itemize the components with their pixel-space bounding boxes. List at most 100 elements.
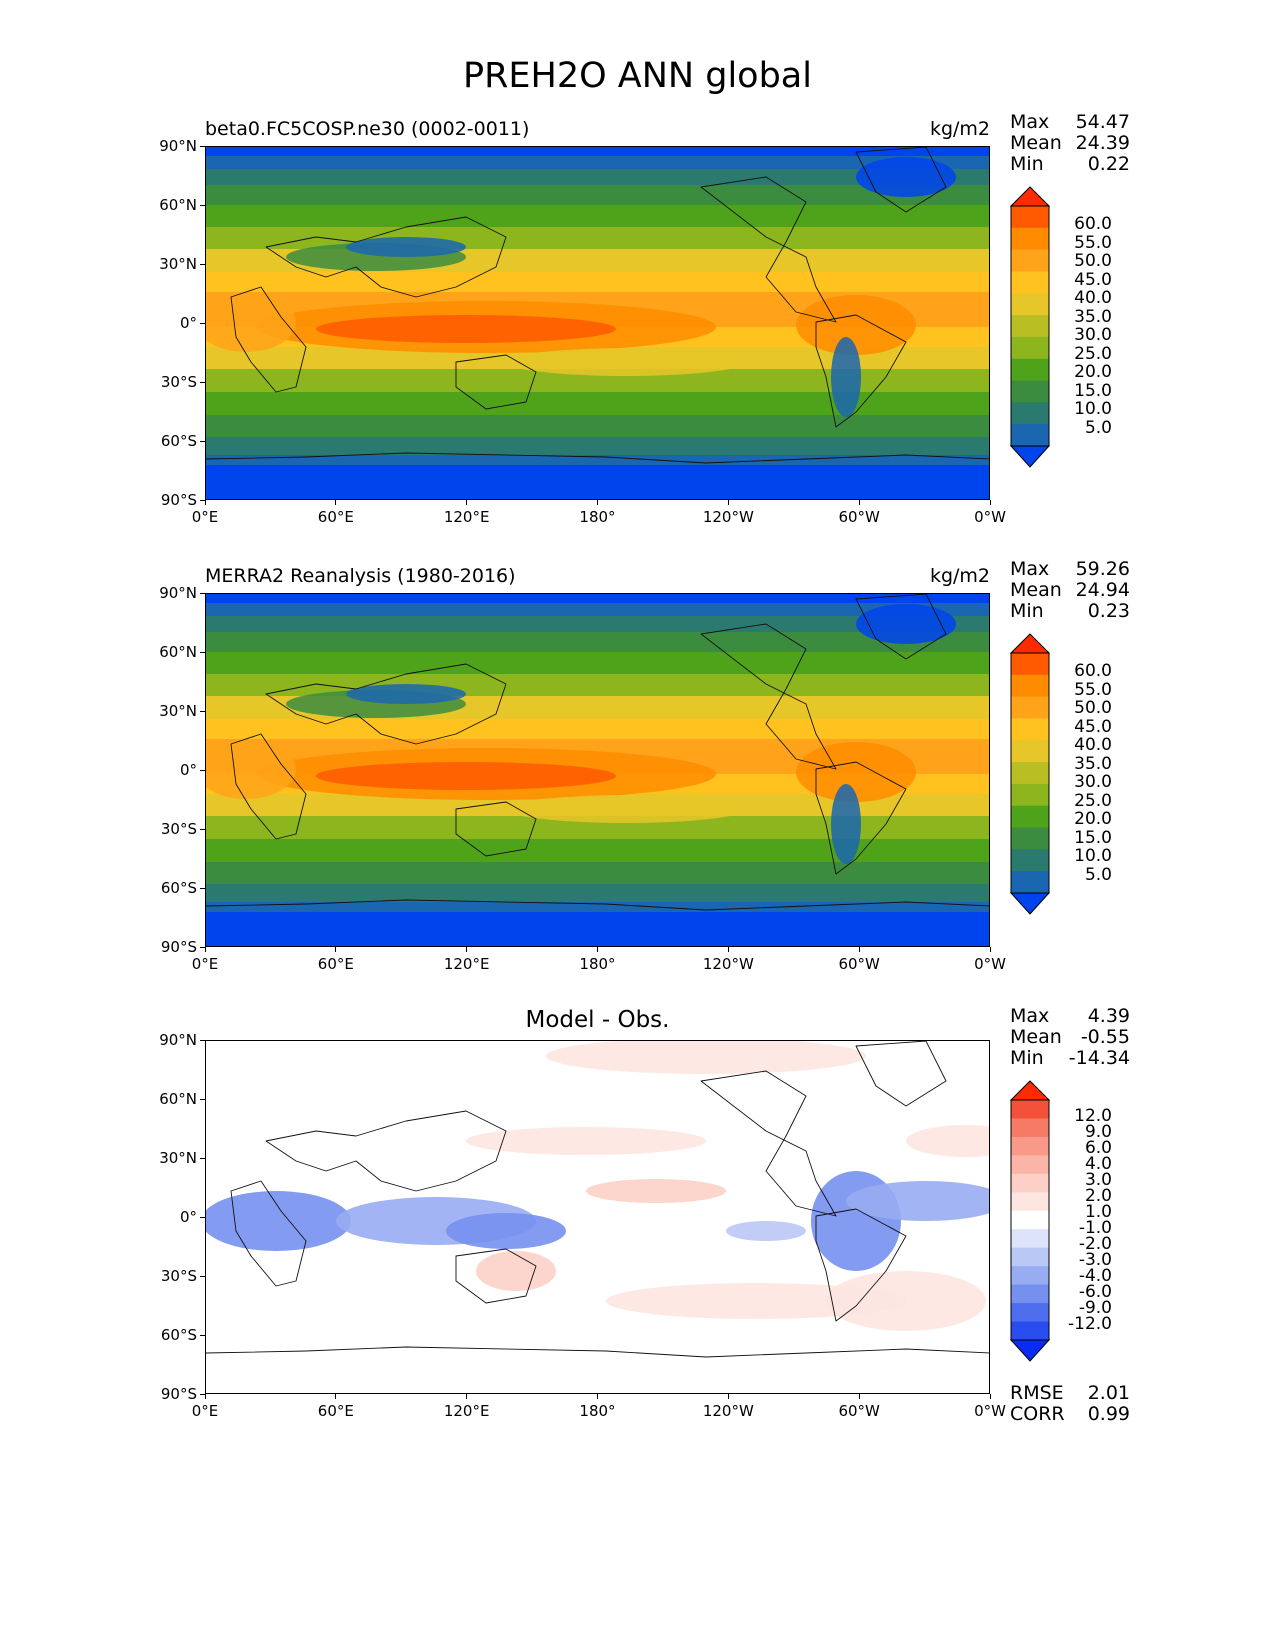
colorbar-segment: [1011, 1321, 1049, 1341]
x-tick-label: 120°W: [702, 508, 754, 526]
y-tick-mark: [200, 769, 205, 771]
stat-label-max: Max: [1010, 111, 1050, 133]
x-tick-label: 120°E: [443, 955, 490, 973]
x-tick-mark: [597, 500, 598, 505]
coastline-1: [265, 663, 507, 745]
colorbar-segment: [1011, 424, 1049, 447]
colorbar-extend-top: [1010, 633, 1050, 654]
coastline-0: [230, 286, 307, 393]
colorbar-label: 6.0: [1084, 1138, 1112, 1158]
map-plot: [205, 593, 990, 947]
colorbar-segment: [1011, 1136, 1049, 1156]
colorbar-segment: [1011, 271, 1049, 294]
x-tick-mark: [858, 500, 860, 505]
y-tick-label: 0°: [179, 314, 197, 332]
colorbar-label: 50.0: [1074, 251, 1112, 272]
stat-label-min: Min: [1010, 153, 1044, 175]
x-tick-label: 120°W: [702, 955, 754, 973]
panel-subtitle: MERRA2 Reanalysis (1980-2016): [205, 565, 516, 587]
x-tick-label: 60°E: [317, 508, 354, 526]
colorbar-segment: [1011, 402, 1049, 425]
colorbar-segment: [1011, 674, 1049, 698]
colorbar-label: 15.0: [1074, 827, 1112, 848]
colorbar-segment: [1011, 293, 1049, 316]
colorbar-label: 9.0: [1084, 1122, 1112, 1142]
y-tick-label: 0°: [179, 761, 197, 779]
colorbar-segment: [1011, 762, 1049, 785]
map-field: [206, 1041, 989, 1393]
colorbar-segment: [1011, 1100, 1049, 1119]
x-tick-mark: [858, 1394, 860, 1399]
coastline-3: [700, 623, 837, 770]
y-tick-mark: [200, 381, 205, 383]
x-tick-mark: [204, 500, 206, 505]
y-tick-mark: [200, 651, 205, 653]
colorbar-label: 2.0: [1084, 1186, 1112, 1206]
colorbar-label: -6.0: [1078, 1282, 1112, 1302]
colorbar: [1010, 633, 1050, 915]
coastline-1: [265, 216, 507, 298]
y-tick-label: 30°N: [159, 1149, 197, 1167]
colorbar-label: 1.0: [1084, 1202, 1112, 1222]
stat-label-corr: CORR: [1010, 1403, 1065, 1425]
coastline-6: [206, 899, 989, 911]
x-tick-mark: [335, 1394, 337, 1399]
x-tick-label: 0°E: [191, 955, 219, 973]
colorbar-label: 45.0: [1074, 269, 1112, 290]
y-tick-mark: [200, 322, 205, 324]
y-tick-label: 60°S: [160, 879, 197, 897]
colorbar-segment: [1011, 1284, 1049, 1304]
x-tick-mark: [335, 947, 337, 952]
y-tick-label: 90°S: [160, 491, 197, 509]
colorbar-segment: [1011, 740, 1049, 763]
stat-value-min: 0.23: [1087, 600, 1130, 622]
colorbar-label: 55.0: [1074, 679, 1112, 700]
x-tick-mark: [466, 500, 468, 505]
colorbar-segment: [1011, 336, 1049, 360]
y-tick-label: 90°N: [159, 137, 197, 155]
colorbar-segment: [1011, 1229, 1049, 1249]
colorbar-label: 50.0: [1074, 698, 1112, 719]
y-tick-mark: [200, 887, 205, 889]
stat-label-mean: Mean: [1010, 1026, 1062, 1048]
coastline-0: [230, 733, 307, 840]
x-tick-label: 180°: [579, 508, 616, 526]
colorbar-segment: [1011, 1155, 1049, 1175]
coastline-4: [815, 761, 907, 875]
colorbar-segment: [1011, 206, 1049, 229]
x-tick-mark: [204, 947, 206, 952]
y-tick-mark: [200, 1216, 205, 1218]
coastline-4: [815, 1208, 907, 1322]
colorbar-segment: [1011, 783, 1049, 807]
colorbar-extend-bottom: [1010, 445, 1050, 468]
colorbar-extend-top: [1010, 186, 1050, 207]
x-tick-label: 0°E: [191, 1402, 219, 1420]
stat-value-mean: 24.39: [1075, 132, 1130, 154]
colorbar-label: 35.0: [1074, 753, 1112, 774]
colorbar-segment: [1011, 1266, 1049, 1286]
stat-label-min: Min: [1010, 600, 1044, 622]
map-field: [206, 147, 989, 499]
colorbar-segment: [1011, 653, 1049, 676]
x-tick-label: 0°W: [974, 1402, 1006, 1420]
map-field: [206, 594, 989, 946]
colorbar-label: 12.0: [1074, 1106, 1112, 1126]
coastline-5: [855, 594, 947, 660]
coastline-6: [206, 452, 989, 464]
colorbar-segment: [1011, 1192, 1049, 1212]
figure-title: PREH2O ANN global: [463, 56, 812, 96]
colorbar-outline: [1010, 205, 1050, 447]
colorbar-label: 60.0: [1074, 214, 1112, 235]
colorbar-segment: [1011, 871, 1049, 894]
panel-units: kg/m2: [929, 118, 990, 140]
colorbar-segment: [1011, 805, 1049, 829]
colorbar-label: 20.0: [1074, 362, 1112, 383]
stat-value-min: 0.22: [1087, 153, 1130, 175]
stat-value-rmse: 2.01: [1087, 1382, 1130, 1404]
y-tick-mark: [200, 1275, 205, 1277]
y-tick-mark: [200, 828, 205, 830]
coastline-5: [855, 147, 947, 213]
y-tick-label: 0°: [179, 1208, 197, 1226]
y-tick-label: 30°N: [159, 702, 197, 720]
x-tick-label: 0°E: [191, 508, 219, 526]
